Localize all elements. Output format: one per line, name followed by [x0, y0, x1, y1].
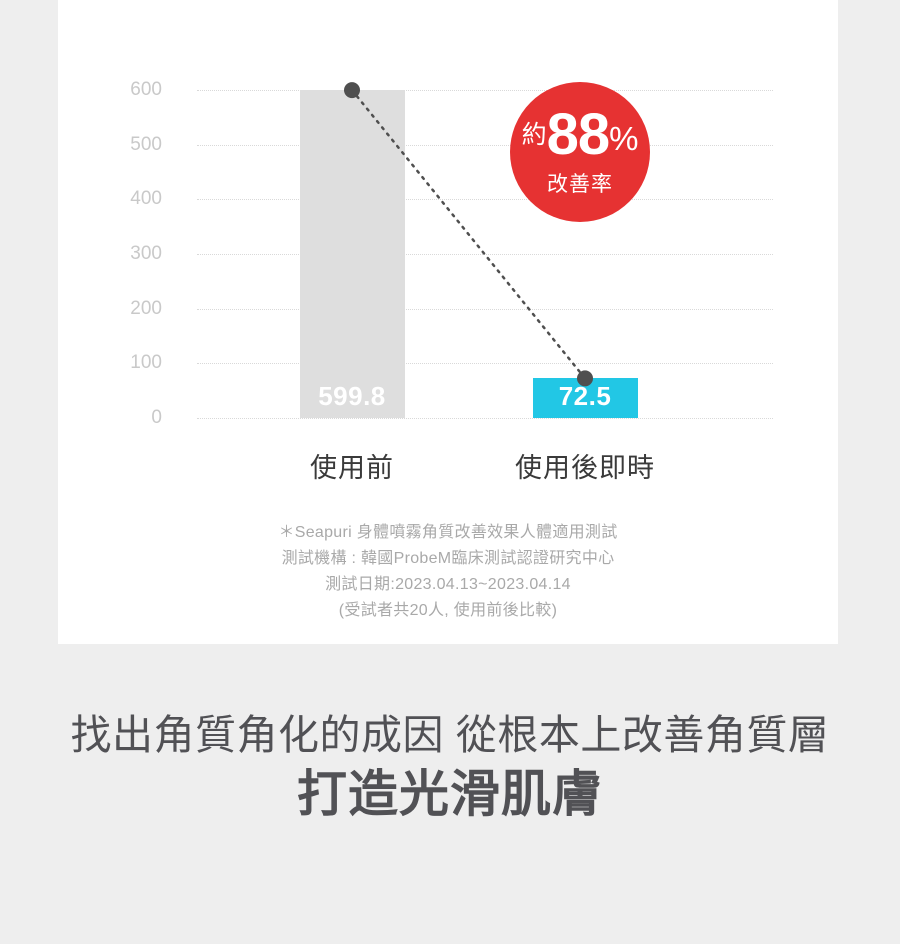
headline-line2: 打造光滑肌膚 — [297, 766, 603, 822]
category-label: 使用後即時 — [515, 453, 655, 483]
y-axis-tick-label: 0 — [151, 407, 162, 428]
y-axis-tick-label: 200 — [130, 297, 162, 319]
badge-prefix: 約 — [521, 120, 547, 149]
footnote: ＊Seapuri 身體噴霧角質改善效果人體適用測試 測試機構 : 韓國Probe… — [58, 520, 838, 624]
gridline — [197, 199, 773, 201]
footnote-line: ＊Seapuri 身體噴霧角質改善效果人體適用測試 — [278, 524, 618, 541]
bar-使用前: 599.8 — [299, 90, 405, 418]
gridline — [197, 418, 773, 419]
gridline — [197, 363, 773, 365]
y-axis-tick-label: 500 — [130, 133, 162, 155]
y-axis-tick-label: 300 — [130, 243, 162, 264]
badge-percent-sign: % — [609, 119, 639, 157]
gridline — [197, 308, 773, 310]
bar-value-label: 72.5 — [558, 380, 612, 411]
bar-value-label: 599.8 — [318, 380, 386, 411]
category-label: 使用前 — [310, 453, 394, 483]
improvement-percentage: 約 88 % — [522, 106, 639, 164]
gridline — [197, 144, 773, 146]
footnote-line: (受試者共20人, 使用前後比較) — [338, 602, 558, 619]
gridline — [197, 90, 773, 91]
footnote-line: 測試機構 : 韓國ProbeM臨床測試認證研究中心 — [281, 550, 615, 567]
bar-chart: 0 100 200 300 400 500 600 599.8 使用前 72.5 使用後即時 約 8… — [58, 0, 838, 644]
improvement-badge: 約 88 % 改善率 — [510, 82, 650, 222]
gridline — [197, 254, 773, 255]
y-axis-tick-label: 100 — [130, 352, 162, 374]
badge-label: 改善率 — [547, 173, 613, 196]
y-axis-tick-label: 600 — [130, 79, 162, 100]
headline-line1: 找出角質角化的成因 從根本上改善角質層 — [70, 712, 830, 758]
bar-使用後即時: 72.5 — [532, 378, 638, 418]
footnote-line: 測試日期:2023.04.13~2023.04.14 — [325, 576, 571, 593]
y-axis-tick-label: 400 — [130, 188, 162, 210]
headline: 找出角質角化的成因 從根本上改善角質層 打造光滑肌膚 — [0, 710, 900, 824]
chart-card: 0 100 200 300 400 500 600 599.8 使用前 72.5 使用後即時 約 8… — [58, 0, 838, 644]
badge-value: 88 — [546, 102, 611, 167]
